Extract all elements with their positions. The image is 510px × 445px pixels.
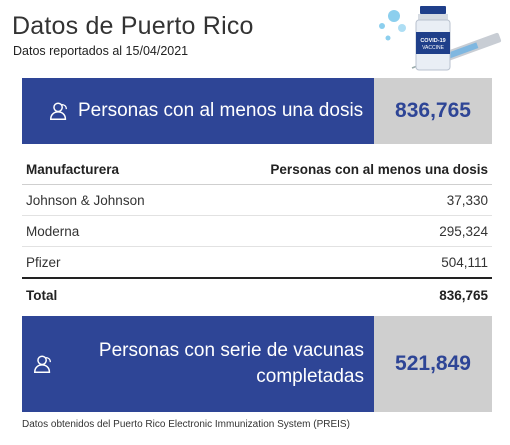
banner-one-dose: Personas con al menos una dosis 836,765 — [22, 78, 492, 144]
banner-series-complete-label-line2: completadas — [256, 366, 364, 387]
manufacturer-table: Manufacturera Personas con al menos una … — [22, 154, 492, 311]
banner-series-complete-label: Personas con serie de vacunas completada… — [84, 338, 364, 390]
manufacturer-doses: 295,324 — [190, 215, 492, 247]
banner-one-dose-label: Personas con al menos una dosis — [78, 100, 364, 121]
table-total-row: Total 836,765 — [22, 277, 492, 311]
report-date: Datos reportados al 15/04/2021 — [13, 44, 189, 58]
table-row: Pfizer 504,111 — [22, 247, 492, 279]
total-label: Total — [22, 277, 191, 311]
vaccine-vial-syringe-icon: COVID-19 VACCINE — [379, 6, 502, 71]
svg-text:COVID-19: COVID-19 — [420, 38, 445, 44]
svg-text:VACCINE: VACCINE — [422, 45, 445, 51]
manufacturer-name: Johnson & Johnson — [22, 184, 191, 216]
user-icon — [34, 355, 51, 373]
manufacturer-doses: 37,330 — [190, 184, 492, 216]
banner-one-dose-label-box: Personas con al menos una dosis — [22, 78, 374, 144]
total-value: 836,765 — [190, 277, 492, 311]
manufacturer-name: Pfizer — [26, 254, 61, 270]
user-icon — [50, 102, 67, 120]
manufacturer-doses: 504,111 — [441, 254, 488, 270]
banner-series-complete-label-line1: Personas con serie de vacunas — [98, 340, 364, 361]
page-title: Datos de Puerto Rico — [12, 12, 254, 40]
banner-series-complete: Personas con serie de vacunas completada… — [22, 316, 492, 412]
banner-series-complete-label-box: Personas con serie de vacunas completada… — [22, 316, 374, 412]
source-footnote: Datos obtenidos del Puerto Rico Electron… — [22, 419, 350, 430]
manufacturer-name: Moderna — [22, 215, 191, 247]
column-header-doses: Personas con al menos una dosis — [190, 154, 492, 185]
table-row: Johnson & Johnson 37,330 — [22, 184, 492, 216]
table-header-row: Manufacturera Personas con al menos una … — [22, 154, 492, 185]
table-row: Moderna 295,324 — [22, 215, 492, 247]
column-header-manufacturer: Manufacturera — [22, 154, 191, 185]
banner-one-dose-value: 836,765 — [374, 78, 492, 144]
banner-series-complete-value: 521,849 — [374, 316, 492, 412]
